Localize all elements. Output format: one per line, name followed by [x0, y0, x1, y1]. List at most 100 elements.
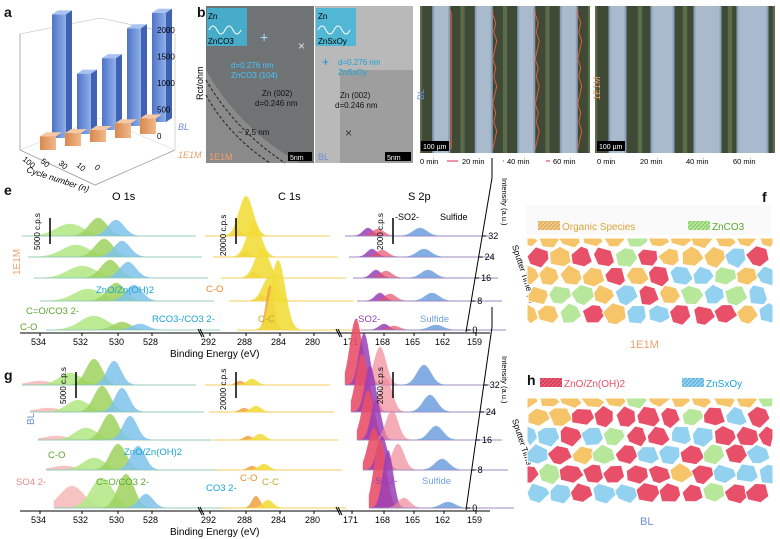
panel-b-right-znso: ZnSxOy — [318, 37, 347, 46]
g-c-peak-1-1 — [217, 463, 342, 471]
cellsH-cell-3-0 — [526, 442, 549, 465]
cellsF-cell-1-9 — [723, 247, 747, 270]
panel-d-time-3: 60 min — [733, 157, 756, 166]
cellsF-cell-0-0 — [526, 237, 540, 248]
cellsF-cell-3-1 — [547, 285, 573, 305]
g-sputter-0: 0 — [472, 503, 477, 513]
e-xtick-c-288: 288 — [237, 337, 252, 347]
panel-c-time-3: 60 min — [553, 157, 576, 166]
cellsF-cell-2-3 — [581, 266, 606, 288]
cellsF-cell-4-11 — [758, 301, 774, 324]
cellsF-cell-1-10 — [744, 245, 770, 268]
panel-a-bars — [40, 8, 172, 150]
cellsF-cell-0-3 — [582, 237, 604, 248]
g-break-0 — [197, 506, 203, 516]
panel-a-yticks: 0 500 1000 1500 2000 — [157, 26, 175, 141]
panel-g-label: g — [4, 367, 13, 383]
cellsF-cell-2-2 — [559, 263, 583, 286]
cellsH-cell-4-5 — [625, 464, 650, 485]
cellsH-cell-0-2 — [558, 397, 584, 410]
cellsF-cell-4-8 — [693, 305, 717, 326]
g-c-peak-4-1 — [205, 378, 330, 386]
panel-e-xps: O 1s C 1s S 2p 5000 c.p.s 20000 c.p.s 20… — [12, 158, 538, 360]
panel-b-left-x: × — [298, 39, 305, 53]
cellsH-cell-2-0 — [526, 425, 538, 448]
e-c-peak-3-1 — [213, 221, 338, 258]
bar-1e1m-10 — [65, 133, 81, 146]
panel-c-tag: BL — [416, 89, 426, 100]
panel-g-lbl-cc: C-C — [262, 477, 279, 488]
e-sputter-16: 16 — [481, 273, 491, 283]
bar-1e1m-top-10 — [65, 129, 87, 134]
strip-dendrite-2 — [534, 10, 540, 150]
cellsH-cell-0-0 — [526, 397, 539, 410]
cellsH-cell-4-1 — [537, 462, 562, 486]
panel-f-schematic: Organic Species ZnCO3 1E1M — [526, 205, 774, 351]
panel-c-scale: 100 µm — [423, 144, 447, 151]
e-c-peak-1-1 — [229, 275, 354, 302]
cellsH-cell-4-2 — [558, 464, 585, 484]
panel-e-lbl-co3: C=O/CO3 2- — [26, 306, 79, 317]
e-xtick-c-284: 284 — [271, 337, 286, 347]
cellsH-cell-4-8 — [690, 464, 715, 486]
cellsH-cell-1-1 — [547, 407, 574, 427]
e-o-peak-4-2 — [22, 219, 196, 237]
g-xtick-c-292: 292 — [201, 515, 216, 525]
cellsH-cell-0-1 — [539, 397, 562, 408]
cellsF-cell-0-2 — [557, 237, 581, 249]
e-xtick-s-159: 159 — [467, 337, 482, 347]
cellsH-cell-1-7 — [681, 407, 705, 427]
strip-zn-hl-0 — [434, 6, 449, 153]
panel-e-scalebar-c: 20000 c.p.s — [219, 215, 228, 256]
cellsH-cell-3-2 — [571, 445, 595, 466]
cellsH-cell-0-11 — [756, 397, 774, 408]
cellsH-cell-3-7 — [679, 444, 706, 466]
panel-c-time-0: 0 min — [420, 157, 438, 166]
cellsH-cell-2-4 — [602, 426, 626, 447]
cellsF-cell-0-4 — [602, 237, 627, 248]
cellsH-cell-3-9 — [724, 443, 749, 465]
panel-b-right-marker: + — [322, 55, 329, 69]
panel-g-lbl-co: C-O — [48, 450, 65, 461]
panel-e-lbl-co: C-O — [20, 322, 37, 333]
cellsH-cell-1-3 — [593, 404, 614, 429]
e-xtick-s-162: 162 — [435, 337, 450, 347]
bar-1e1m-top-30 — [90, 126, 112, 131]
panel-a-xtick-0: 0 — [93, 163, 103, 173]
panel-h-schematic: ZnO/Zn(OH)2 ZnSxOy BL — [526, 378, 774, 528]
g-xtick-o-532: 532 — [73, 515, 88, 525]
cellsF-cell-0-7 — [669, 237, 694, 248]
bar-bl-top-0 — [52, 10, 72, 15]
g-o-peak-2-3 — [38, 415, 212, 441]
panel-e-intensity-label: Intensity (a.u.) — [500, 178, 509, 226]
panel-g-lbl-so2: -SO2- — [372, 476, 397, 487]
cellsH-cell-3-3 — [591, 443, 617, 465]
panel-g-lbl-so4: SO4 2- — [16, 477, 46, 488]
g-o-peak-3-3 — [30, 387, 204, 413]
panel-b-left-d2a: Zn (002) — [262, 89, 293, 98]
e-xtick-o-528: 528 — [143, 337, 158, 347]
panel-b-right-d2b: d=0.246 nm — [335, 101, 378, 110]
cellsF-cell-3-4 — [614, 284, 639, 307]
g-xtick-s-159: 159 — [467, 515, 482, 525]
bar-bl-top-10 — [77, 69, 97, 74]
cellsF-cell-3-2 — [569, 283, 596, 307]
strip-zn-hl-3 — [561, 6, 576, 153]
cellsH-cell-1-10 — [746, 405, 771, 429]
strip-zn-hl-3 — [738, 6, 767, 153]
cellsF-cell-2-7 — [669, 265, 694, 286]
panel-a-series-bl: BL — [178, 122, 189, 132]
cellsH-cell-2-9 — [713, 424, 737, 447]
cellsH-cell-2-7 — [670, 425, 692, 446]
cellsH-cell-4-3 — [581, 463, 605, 484]
g-c-peak-2-1 — [213, 433, 338, 441]
bar-1e1m-top-100 — [140, 114, 162, 119]
panel-a-series-1e1m: 1E1M — [178, 150, 202, 160]
cellsF-cell-1-0 — [526, 246, 550, 269]
cellsF-cell-4-4 — [601, 302, 627, 326]
bar-bl-side-30 — [116, 54, 122, 130]
panel-b-left-znco3: ZnCO3 — [208, 37, 234, 46]
cellsH-cell-3-1 — [546, 444, 573, 466]
panel-b-tem-right: Zn ZnSxOy + d=0.276 nm ZnSxOy Zn (002) d… — [315, 6, 413, 163]
